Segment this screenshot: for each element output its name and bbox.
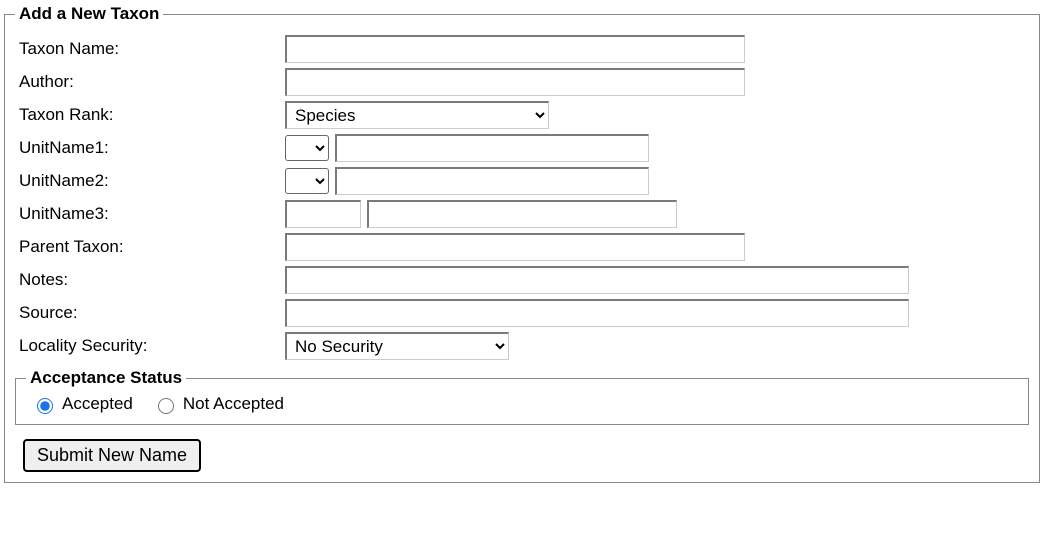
row-source: Source:: [15, 299, 1029, 327]
label-locality-security: Locality Security:: [15, 336, 285, 356]
row-unitname3: UnitName3:: [15, 200, 1029, 228]
label-parent-taxon: Parent Taxon:: [15, 237, 285, 257]
row-author: Author:: [15, 68, 1029, 96]
unitname1-input[interactable]: [335, 134, 649, 162]
unitname3-input[interactable]: [367, 200, 677, 228]
accepted-radio[interactable]: [37, 398, 53, 414]
label-taxon-rank: Taxon Rank:: [15, 105, 285, 125]
parent-taxon-input[interactable]: [285, 233, 745, 261]
unitname1-prefix-select[interactable]: [285, 135, 329, 161]
row-unitname2: UnitName2:: [15, 167, 1029, 195]
row-taxon-rank: Taxon Rank: Species: [15, 101, 1029, 129]
row-locality-security: Locality Security: No Security: [15, 332, 1029, 360]
author-input[interactable]: [285, 68, 745, 96]
label-unitname2: UnitName2:: [15, 171, 285, 191]
row-parent-taxon: Parent Taxon:: [15, 233, 1029, 261]
form-legend: Add a New Taxon: [15, 4, 163, 24]
label-source: Source:: [15, 303, 285, 323]
label-taxon-name: Taxon Name:: [15, 39, 285, 59]
row-taxon-name: Taxon Name:: [15, 35, 1029, 63]
submit-new-name-button[interactable]: Submit New Name: [23, 439, 201, 472]
label-unitname1: UnitName1:: [15, 138, 285, 158]
row-notes: Notes:: [15, 266, 1029, 294]
unitname3-prefix-input[interactable]: [285, 200, 361, 228]
taxon-rank-select[interactable]: Species: [285, 101, 549, 129]
unitname2-prefix-select[interactable]: [285, 168, 329, 194]
notes-input[interactable]: [285, 266, 909, 294]
acceptance-legend: Acceptance Status: [26, 368, 186, 388]
not-accepted-label: Not Accepted: [183, 394, 284, 414]
label-author: Author:: [15, 72, 285, 92]
taxon-name-input[interactable]: [285, 35, 745, 63]
row-unitname1: UnitName1:: [15, 134, 1029, 162]
acceptance-status-fieldset: Acceptance Status Accepted Not Accepted: [15, 368, 1029, 425]
label-notes: Notes:: [15, 270, 285, 290]
accepted-label: Accepted: [62, 394, 133, 414]
unitname2-input[interactable]: [335, 167, 649, 195]
source-input[interactable]: [285, 299, 909, 327]
locality-security-select[interactable]: No Security: [285, 332, 509, 360]
not-accepted-radio[interactable]: [158, 398, 174, 414]
add-new-taxon-fieldset: Add a New Taxon Taxon Name: Author: Taxo…: [4, 4, 1040, 483]
label-unitname3: UnitName3:: [15, 204, 285, 224]
